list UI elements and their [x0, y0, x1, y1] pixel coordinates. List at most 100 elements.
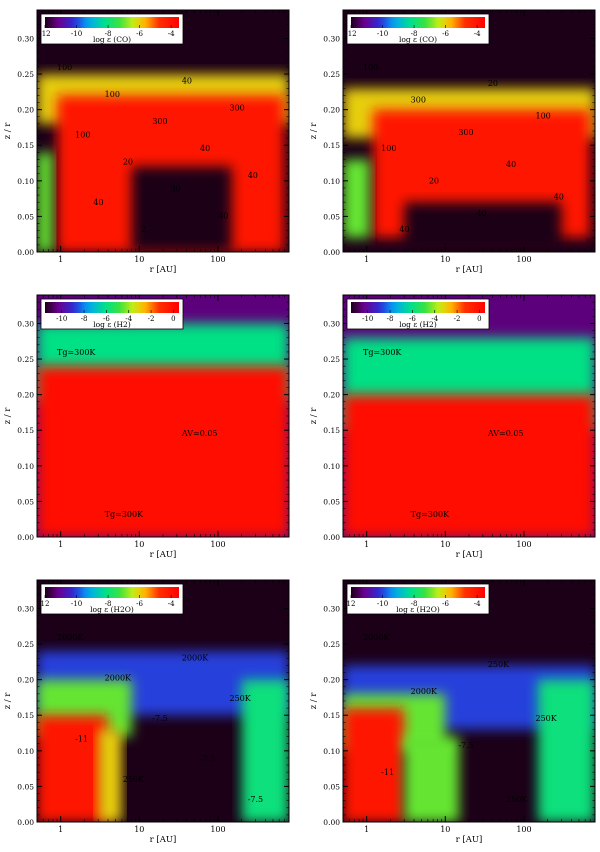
colorbar-tick-label: -10 [71, 600, 82, 608]
contour-labels: 100 20 300 100 300 100 40 20 40 40 40 [363, 63, 564, 234]
abundance-region [98, 729, 122, 822]
colorbar-tick-label: -2 [454, 315, 461, 323]
contour-label: 2 [141, 225, 146, 234]
x-axis-label: r [AU] [150, 550, 177, 560]
abundance-region [537, 679, 595, 822]
panel-4: Tg=300K AV=0.05 Tg=300K 0.00 0.05 0.10 0.15 0.2… [309, 294, 596, 560]
contour-label: Tg=300K [411, 510, 450, 519]
contour-label: 20 [429, 176, 439, 185]
y-tick-label: 0.20 [17, 106, 34, 115]
panel-2: 100 20 300 100 300 100 40 20 40 40 40 0.00 0.05 0.10 0… [309, 9, 596, 275]
colorbar-tick-label: -12 [39, 30, 50, 38]
contour-label: -7.5 [458, 741, 473, 750]
abundance-region [37, 715, 109, 822]
contour-label: AV=0.05 [181, 429, 218, 438]
x-tick-label: 1 [58, 255, 63, 264]
y-axis-label: z / r [309, 692, 319, 710]
colorbar-label: log ε (H2) [399, 320, 437, 329]
colorbar-tick-label: -4 [474, 30, 481, 38]
contour-label: 250K [506, 795, 528, 804]
colorbar-tick-label: -10 [362, 315, 373, 323]
y-tick-label: 0.00 [17, 248, 34, 257]
y-tick-label: 0.30 [17, 604, 34, 613]
y-tick-label: 0.20 [17, 676, 34, 685]
y-tick-label: 0.10 [17, 177, 34, 186]
x-tick-label: 100 [516, 540, 531, 549]
abundance-region [343, 708, 405, 822]
contour-label: 300 [458, 128, 473, 137]
colorbar-tick-label: -10 [71, 30, 82, 38]
colorbar-gradient [45, 587, 179, 598]
colorbar-tick-label: -10 [56, 315, 67, 323]
contour-label: 250K [123, 775, 145, 784]
x-tick-label: 10 [440, 825, 450, 834]
x-tick-label: 100 [516, 825, 531, 834]
abundance-region [404, 736, 460, 822]
y-tick-label: 0.30 [323, 319, 340, 328]
colorbar-gradient [45, 302, 179, 313]
contour-label: 2000K [363, 633, 390, 642]
contour-labels: 2000K 2000K 2000K 250K -7.5 -11 -7.5 250K -7.5 [57, 633, 263, 804]
colorbar-tick-label: -4 [431, 315, 438, 323]
colorbar-tick-label: -6 [136, 30, 143, 38]
y-tick-label: 0.25 [17, 640, 34, 649]
contour-label: 250K [536, 714, 558, 723]
x-tick-label: 1 [364, 255, 369, 264]
y-tick-label: 0.05 [323, 497, 340, 506]
contour-label: 40 [477, 209, 487, 218]
colorbar-label: log ε (H2O) [90, 605, 134, 614]
x-tick-label: 100 [210, 255, 225, 264]
contour-label: 300 [411, 95, 426, 104]
contour-label: 2000K [411, 687, 438, 696]
colorbar-tick-label: -4 [168, 30, 175, 38]
y-tick-label: 0.25 [323, 355, 340, 364]
colorbar-label: log ε (CO) [399, 35, 437, 44]
y-tick-label: 0.05 [17, 782, 34, 791]
abundance-region [241, 679, 289, 822]
y-tick-label: 0.15 [17, 711, 34, 720]
colorbar-tick-label: 0 [477, 315, 481, 323]
colorbar-tick-label: -8 [411, 30, 418, 38]
y-tick-label: 0.20 [323, 106, 340, 115]
contour-label: 100 [105, 90, 120, 99]
colorbar-tick-label: -6 [136, 600, 143, 608]
y-tick-label: 0.25 [17, 355, 34, 364]
contour-label: 40 [399, 225, 409, 234]
x-tick-label: 10 [134, 825, 144, 834]
x-axis-label: r [AU] [456, 265, 483, 275]
y-tick-label: 0.00 [323, 533, 340, 542]
y-tick-label: 0.25 [323, 640, 340, 649]
colorbar-tick-label: 0 [171, 315, 175, 323]
contour-label: 300 [230, 104, 245, 113]
y-axis-label: z / r [3, 692, 13, 710]
colorbar-gradient [351, 587, 485, 598]
y-tick-label: 0.25 [323, 70, 340, 79]
contour-label: Tg=300K [363, 348, 402, 357]
panel-6: 2000K 250K 2000K 250K -7.5 -11 250K 0.00 0.05 0.1… [309, 579, 596, 845]
y-tick-label: 0.10 [323, 462, 340, 471]
colorbar-gradient [45, 17, 179, 28]
colorbar-gradient [351, 302, 485, 313]
y-tick-label: 0.30 [17, 34, 34, 43]
y-tick-label: 0.10 [17, 462, 34, 471]
x-tick-label: 100 [210, 825, 225, 834]
colorbar-tick-label: -4 [474, 600, 481, 608]
contour-label: 100 [57, 63, 72, 72]
contour-label: 100 [536, 112, 551, 121]
x-tick-label: 100 [516, 255, 531, 264]
y-tick-label: 0.00 [323, 818, 340, 827]
x-tick-label: 1 [58, 825, 63, 834]
y-tick-label: 0.00 [323, 248, 340, 257]
abundance-region [37, 152, 54, 252]
y-tick-label: 0.20 [17, 391, 34, 400]
contour-label: -7.5 [200, 755, 215, 764]
abundance-map [37, 295, 289, 537]
y-tick-label: 0.10 [17, 747, 34, 756]
contour-label: -11 [75, 734, 88, 743]
y-axis-label: z / r [309, 122, 319, 140]
colorbar-tick-label: 12 [347, 600, 356, 608]
y-tick-label: 0.10 [323, 177, 340, 186]
contour-labels: Tg=300K AV=0.05 Tg=300K [57, 348, 218, 519]
abundance-map [343, 295, 595, 537]
contour-label: 20 [123, 158, 133, 167]
